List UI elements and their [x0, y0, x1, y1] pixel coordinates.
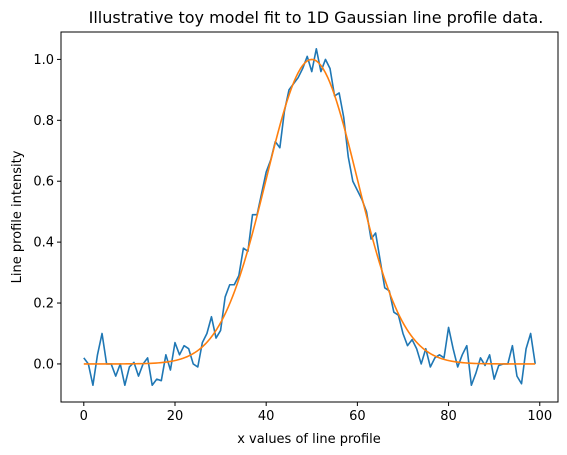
y-tick-label: 0.4	[33, 236, 54, 251]
x-tick-label: 20	[167, 409, 184, 424]
y-axis-label: Line profile intensity	[10, 150, 25, 283]
y-tick-label: 0.6	[33, 175, 54, 190]
x-tick-label: 40	[258, 409, 275, 424]
y-axis: 0.0 0.2 0.4 0.6 0.8 1.0	[33, 53, 61, 372]
y-tick-label: 0.8	[33, 114, 54, 129]
series-fit-line	[83, 58, 536, 365]
plot-area	[83, 47, 536, 387]
y-tick-label: 1.0	[33, 53, 54, 68]
x-tick-label: 60	[349, 409, 366, 424]
y-tick-label: 0.0	[33, 357, 54, 372]
chart-title: Illustrative toy model fit to 1D Gaussia…	[89, 8, 544, 27]
x-axis: 0 20 40 60 80 100	[80, 402, 552, 424]
axes-frame	[60, 31, 559, 403]
x-tick-label: 0	[80, 409, 88, 424]
x-axis-label: x values of line profile	[237, 432, 381, 447]
y-tick-label: 0.2	[33, 297, 54, 312]
series-data-line	[83, 47, 536, 387]
x-tick-label: 80	[440, 409, 457, 424]
x-tick-label: 100	[527, 409, 552, 424]
